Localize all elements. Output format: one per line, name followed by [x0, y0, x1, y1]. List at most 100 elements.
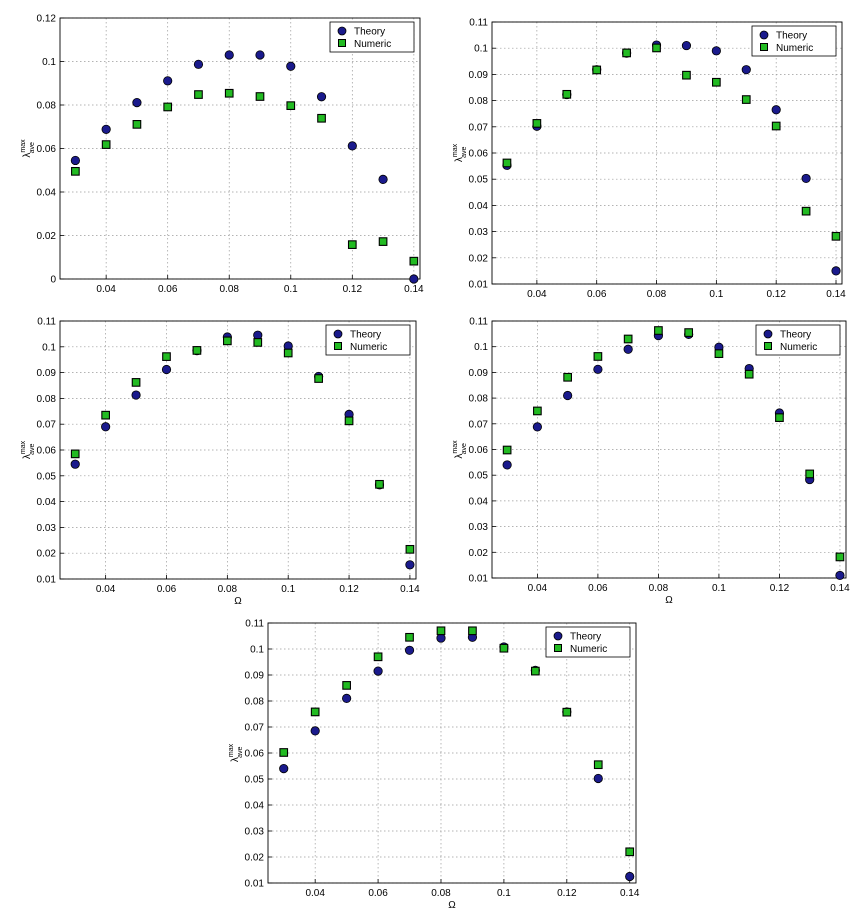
- y-tick-label: 0.06: [37, 446, 57, 457]
- y-tick-label: 0: [50, 275, 56, 286]
- x-tick-label: 0.06: [157, 584, 177, 595]
- theory-point: [741, 65, 751, 75]
- axes-frame: [59, 320, 417, 580]
- y-tick-label: 0.04: [469, 496, 489, 507]
- x-tick-label: 0.1: [281, 584, 295, 595]
- y-tick-label: 0.09: [469, 70, 489, 81]
- x-axis-label: Ω: [665, 595, 673, 605]
- x-tick-label: 0.12: [339, 584, 359, 595]
- y-tick-label: 0.08: [469, 394, 489, 405]
- theory-point: [70, 155, 80, 166]
- x-tick-label: 0.12: [557, 888, 577, 899]
- y-tick-label: 0.03: [245, 827, 265, 838]
- numeric-point: [831, 231, 841, 241]
- legend-numeric-label: Numeric: [780, 342, 817, 353]
- theory-point: [132, 98, 142, 108]
- y-axis-label: λmax ave: [452, 440, 468, 459]
- theory-point: [131, 390, 141, 400]
- numeric-point: [131, 378, 141, 387]
- legend-theory-label: Theory: [570, 632, 601, 643]
- numeric-point: [502, 158, 512, 168]
- y-tick-label: 0.1: [42, 342, 56, 353]
- y-tick-label: 0.09: [37, 368, 57, 379]
- y-axis-label: λmax ave: [452, 143, 468, 162]
- y-tick-label: 0.01: [37, 575, 57, 586]
- theory-point: [316, 92, 327, 102]
- theory-point: [193, 59, 204, 69]
- legend-theory-marker: [337, 26, 347, 36]
- x-tick-label: 0.04: [96, 284, 116, 295]
- legend-theory-label: Theory: [776, 31, 807, 42]
- numeric-point: [224, 88, 234, 98]
- x-tick-label: 0.06: [368, 888, 388, 899]
- theory-point: [771, 105, 781, 115]
- x-tick-label: 0.12: [766, 289, 786, 300]
- theory-point: [563, 390, 573, 401]
- x-tick-label: 0.06: [587, 289, 607, 300]
- y-tick-label: 0.1: [474, 44, 488, 55]
- y-tick-label: 0.11: [37, 317, 56, 328]
- y-axis-label: λmax ave: [20, 440, 36, 459]
- numeric-point: [801, 206, 811, 216]
- numeric-point: [562, 707, 572, 717]
- theory-point: [405, 560, 415, 570]
- numeric-point: [70, 449, 80, 459]
- y-tick-label: 0.08: [469, 96, 489, 107]
- numeric-point: [468, 626, 477, 636]
- legend-numeric-label: Numeric: [350, 342, 387, 353]
- theory-point: [101, 422, 111, 432]
- x-tick-label: 0.1: [712, 583, 726, 594]
- theory-point: [593, 773, 603, 784]
- y-tick-label: 0.11: [245, 619, 264, 630]
- numeric-point: [375, 479, 384, 489]
- theory-point: [255, 50, 265, 60]
- theory-point: [831, 266, 841, 276]
- y-tick-label: 0.01: [245, 879, 265, 890]
- numeric-point: [409, 256, 419, 266]
- legend-numeric-marker: [338, 39, 346, 47]
- legend-theory-marker: [553, 631, 563, 641]
- y-tick-label: 0.02: [245, 853, 265, 864]
- numeric-point: [286, 101, 296, 111]
- chart-2: 0.04 0.06 0.08 0.1 0.12 0.14 0.01 0.02 0.03 0.04 0…: [452, 18, 846, 301]
- theory-point: [286, 61, 296, 71]
- numeric-point: [562, 89, 572, 99]
- numeric-point: [344, 416, 354, 426]
- legend-theory-label: Theory: [354, 27, 385, 38]
- theory-point: [623, 344, 633, 354]
- axes-frame: [267, 622, 637, 884]
- x-tick-label: 0.14: [400, 584, 420, 595]
- numeric-point: [223, 336, 232, 346]
- plot-area: [492, 22, 842, 284]
- legend-theory-label: Theory: [350, 330, 381, 341]
- numeric-point: [378, 237, 388, 246]
- numeric-point: [253, 338, 263, 347]
- numeric-point: [192, 346, 202, 355]
- legend-numeric-label: Numeric: [354, 39, 391, 50]
- theory-point: [101, 124, 111, 134]
- theory-point: [502, 460, 512, 470]
- theory-point: [593, 364, 603, 374]
- numeric-point: [654, 326, 663, 335]
- x-tick-label: 0.08: [431, 888, 451, 899]
- theory-point: [224, 50, 234, 60]
- y-tick-label: 0.04: [37, 188, 57, 199]
- y-tick-label: 0.06: [37, 144, 57, 155]
- x-tick-label: 0.12: [343, 284, 363, 295]
- numeric-point: [625, 847, 635, 857]
- theory-point: [378, 174, 388, 184]
- x-tick-label: 0.14: [826, 289, 846, 300]
- y-tick-label: 0.04: [37, 497, 57, 508]
- x-tick-label: 0.1: [284, 284, 298, 295]
- theory-point: [161, 364, 172, 375]
- theory-point: [532, 422, 542, 432]
- numeric-point: [101, 140, 111, 149]
- numeric-point: [593, 760, 603, 770]
- theory-point: [373, 666, 383, 676]
- numeric-point: [342, 681, 351, 690]
- legend-numeric-marker: [554, 644, 562, 652]
- numeric-point: [163, 102, 173, 112]
